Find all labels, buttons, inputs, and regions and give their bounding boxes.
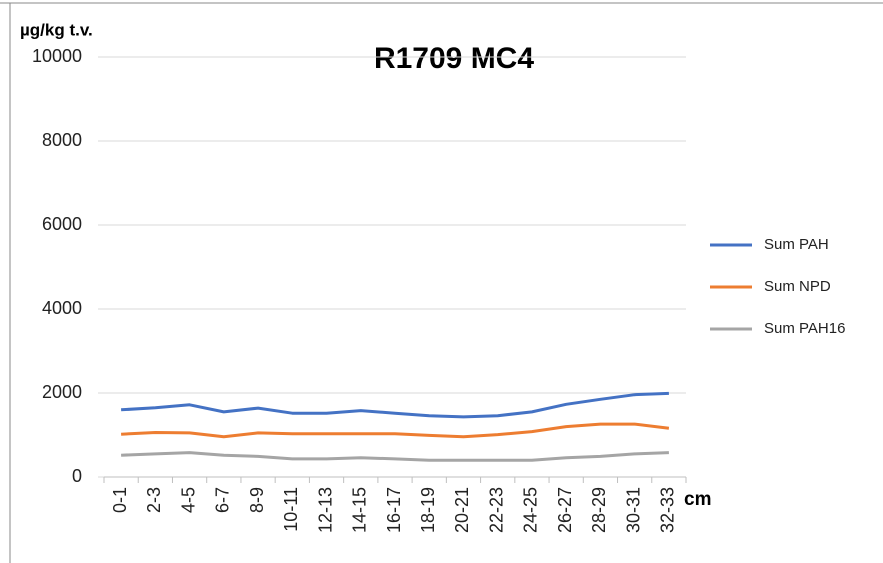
x-tick-label: 32-33 [658, 487, 678, 533]
x-tick-label: 4-5 [178, 487, 198, 513]
series-line [121, 451, 669, 462]
x-tick-label: 2-3 [144, 487, 164, 513]
series-line [121, 422, 670, 439]
y-tick-label: 10000 [32, 46, 82, 66]
legend-label: Sum NPD [764, 278, 831, 295]
x-tick-label: 30-31 [623, 487, 643, 533]
y-tick-label: 2000 [42, 382, 82, 402]
x-tick-label: 16-17 [384, 487, 404, 533]
y-tick-label: 4000 [42, 298, 82, 318]
x-axis-label: cm [684, 489, 711, 510]
chart-title: R1709 MC4 [374, 42, 534, 75]
x-tick-label: 12-13 [315, 487, 335, 533]
x-tick-label: 0-1 [110, 487, 130, 513]
legend-label: Sum PAH [764, 236, 829, 253]
x-tick-label: 18-19 [418, 487, 438, 533]
x-tick-label: 8-9 [247, 487, 267, 513]
x-tick-label: 6-7 [213, 487, 233, 513]
y-axis-label: µg/kg t.v. [20, 20, 93, 39]
x-tick-label: 22-23 [486, 487, 506, 533]
x-tick-label: 10-11 [281, 487, 301, 532]
x-tick-label: 28-29 [589, 487, 609, 533]
x-tick-label: 24-25 [521, 487, 541, 533]
x-tick-label: 14-15 [350, 487, 370, 533]
x-tick-label: 20-21 [452, 487, 472, 533]
series-line [121, 391, 669, 419]
legend-label: Sum PAH16 [764, 320, 845, 337]
x-tick-label: 26-27 [555, 487, 575, 533]
y-tick-label: 6000 [42, 214, 82, 234]
y-tick-label: 8000 [42, 130, 82, 150]
y-tick-label: 0 [72, 466, 82, 486]
